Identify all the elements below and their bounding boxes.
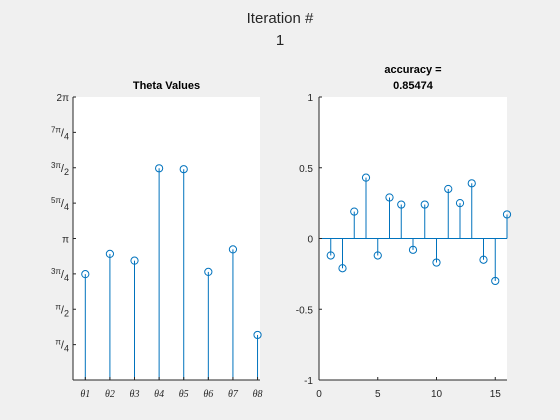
accuracy-marker [397,200,406,209]
figure-suptitle-line2: 1 [275,32,285,49]
theta-ytick-label: π/4 [55,338,69,354]
accuracy-marker [491,276,500,286]
theta-xtick-label: θ1 [80,389,90,400]
theta-xtick-label: θ3 [130,389,140,400]
theta-marker [179,165,188,174]
theta-marker [81,270,90,279]
theta-xtick-label: θ2 [105,389,115,400]
accuracy-title-line1: accuracy = [384,64,441,76]
theta-xtick-label: θ5 [179,389,189,400]
accuracy-axes: accuracy =0.85474-1-0.500.510 5 10 15 [296,64,512,400]
theta-axes: Theta Values π/4 π/2 3π/4 π 5π/4 3π/2 7π/4 2π θ1 θ… [51,80,263,400]
theta-marker [155,164,164,173]
theta-marker [105,249,115,258]
accuracy-marker [326,251,335,260]
accuracy-marker [444,184,453,194]
accuracy-ytick-label: 0 [307,235,313,246]
theta-xtick-label: θ7 [228,389,239,400]
accuracy-marker [408,245,418,254]
accuracy-ytick-label: -1 [304,376,313,387]
accuracy-xtick-label: 0 [316,389,322,400]
accuracy-marker [373,251,382,260]
theta-ytick-label: π [62,234,69,245]
theta-xtick-label: θ4 [154,389,164,400]
theta-marker [204,267,213,277]
theta-ytick-label: 5π/4 [51,196,69,212]
theta-marker [228,245,238,254]
accuracy-marker [479,255,488,264]
accuracy-xtick-label: 5 [375,389,381,400]
accuracy-marker [385,193,394,202]
accuracy-xtick-label: 10 [431,389,443,400]
accuracy-ytick-label: -0.5 [296,305,314,316]
theta-xtick-label: θ8 [253,389,263,400]
accuracy-marker [420,200,429,209]
accuracy-marker [338,264,347,273]
theta-ytick-label: π/2 [55,302,69,318]
theta-ytick-label: 3π/4 [51,267,69,283]
theta-ytick-label: 7π/4 [51,125,69,141]
accuracy-marker [432,258,441,267]
theta-plot-area [73,97,260,380]
accuracy-marker [361,173,371,182]
theta-ytick-label: 3π/2 [51,161,69,177]
accuracy-ytick-label: 1 [307,93,313,104]
accuracy-ytick-label: 0.5 [299,164,313,175]
theta-ytick-label: 2π [57,93,70,104]
theta-marker [253,330,262,340]
accuracy-marker [350,207,359,216]
theta-xtick-label: θ6 [203,389,213,400]
accuracy-marker [502,210,512,219]
accuracy-marker [467,179,476,188]
accuracy-title-line2: 0.85474 [393,80,434,92]
figure-suptitle-line1: Iteration # [246,10,314,27]
accuracy-marker [455,199,465,208]
theta-title: Theta Values [133,80,200,92]
accuracy-xtick-label: 15 [490,389,502,400]
theta-marker [130,256,139,265]
